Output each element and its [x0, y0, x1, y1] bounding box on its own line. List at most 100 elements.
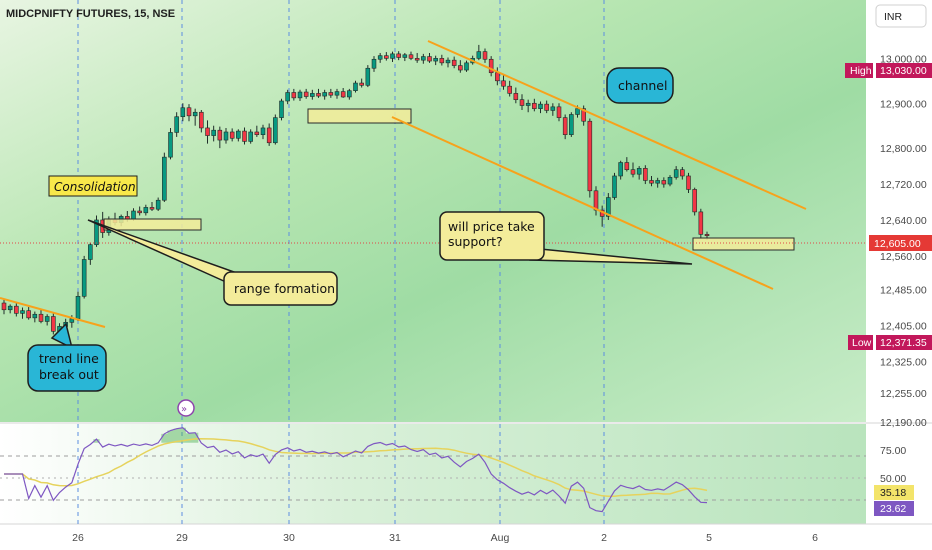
x-tick-label: Aug	[491, 532, 510, 544]
candle-body	[334, 91, 340, 96]
candle-body	[143, 207, 149, 214]
candle-body	[180, 107, 186, 118]
time-axis[interactable]: 26 29 30 31 Aug 2 5 6	[72, 532, 818, 544]
candle-body	[340, 91, 346, 98]
candle-body	[69, 318, 75, 323]
candle-body	[229, 131, 235, 139]
candle-body	[495, 72, 500, 82]
candle-body	[26, 310, 31, 319]
low-price-tag: Low 12,371.35	[848, 335, 932, 350]
candle-body	[310, 93, 315, 97]
candle-body	[544, 103, 549, 111]
candle-body	[316, 93, 321, 97]
rsi-value: 23.62	[880, 503, 906, 515]
candle-body	[421, 56, 426, 61]
candle-body	[174, 116, 179, 133]
candle-body	[217, 129, 223, 141]
candle-body	[581, 108, 586, 122]
candle-body	[507, 85, 512, 94]
candle-body	[353, 82, 358, 91]
rsi-overbought-fill	[93, 427, 384, 443]
candle-body	[384, 55, 389, 59]
candle-body	[131, 210, 136, 220]
price-axis[interactable]: 13,100.0013,000.0012,900.0012,800.0012,7…	[880, 8, 927, 429]
y-tick-label: 13,000.00	[880, 53, 927, 65]
candle-body	[279, 100, 284, 118]
trend-break-callout	[27, 344, 107, 392]
rsi-ma-value-tag	[874, 485, 914, 500]
y-tick-label: 12,640.00	[880, 215, 927, 227]
candle-body	[390, 53, 395, 59]
x-tick-label: 30	[283, 532, 295, 544]
candle-body	[519, 99, 525, 106]
candle-body	[618, 162, 623, 177]
candle-body	[476, 51, 482, 59]
candle-body	[14, 305, 19, 314]
candle-body	[593, 190, 599, 211]
rsi-tick-75: 75.00	[880, 445, 906, 457]
candle-body	[655, 180, 660, 184]
rsi-ma-value: 35.18	[880, 487, 906, 499]
candle-body	[377, 55, 383, 60]
candle-body	[661, 180, 667, 185]
currency-button[interactable]: INR	[875, 4, 927, 28]
candle-body	[347, 90, 352, 98]
candle-body	[192, 111, 198, 117]
current-price-value: 12,605.00	[874, 238, 921, 250]
candle-body	[458, 65, 463, 71]
y-tick-label: 12,405.00	[880, 320, 927, 332]
rsi-pane: 75.00 50.00 35.18 23.62	[0, 427, 914, 516]
candle-body	[291, 92, 297, 99]
candle-body	[513, 93, 519, 100]
high-price-tag: High 13,030.00	[845, 63, 932, 78]
candle-body	[686, 175, 691, 190]
consolidation-label-box	[48, 175, 138, 197]
channel-upper-line	[427, 40, 807, 210]
candle-body	[20, 310, 25, 314]
candle-body	[587, 120, 593, 192]
event-marker-glyph: »	[181, 404, 187, 415]
candle-body	[162, 156, 167, 201]
x-tick-label: 6	[812, 532, 818, 544]
channel-lower-line	[391, 116, 774, 290]
y-tick-label: 12,900.00	[880, 98, 927, 110]
y-tick-label: 12,560.00	[880, 251, 927, 263]
candle-body	[575, 108, 580, 115]
candle-body	[673, 169, 679, 178]
candle-body	[402, 54, 408, 58]
candle-body	[408, 54, 414, 59]
price-axis-background	[866, 0, 932, 524]
candle-body	[303, 91, 309, 97]
candle-body	[149, 207, 155, 210]
candle-body	[297, 91, 303, 99]
candle-body	[550, 106, 556, 111]
candle-body	[205, 127, 210, 136]
rsi-pane-background	[0, 424, 866, 524]
candle-body	[260, 127, 266, 135]
y-tick-label: 12,255.00	[880, 388, 927, 400]
candle-body	[451, 59, 457, 66]
candle-body	[211, 129, 216, 136]
candle-body	[75, 295, 81, 320]
candle-body	[266, 127, 272, 144]
support-box	[692, 237, 795, 251]
channel-label: channel	[618, 78, 667, 93]
event-marker-icon[interactable]	[177, 399, 195, 417]
candle-body	[562, 117, 568, 135]
candle-body	[439, 58, 445, 64]
x-tick-label: 2	[601, 532, 607, 544]
candle-body	[254, 131, 260, 135]
candle-body	[359, 82, 364, 86]
candle-body	[328, 92, 334, 96]
candle-body	[624, 162, 630, 170]
candle-body	[649, 180, 654, 184]
candle-body	[612, 175, 617, 198]
candle-body	[155, 199, 161, 210]
y-tick-label: 12,720.00	[880, 179, 927, 191]
candle-body	[88, 244, 93, 260]
candle-body	[51, 316, 56, 332]
candle-body	[482, 51, 488, 60]
candle-body	[680, 169, 685, 177]
candle-body	[532, 102, 537, 109]
